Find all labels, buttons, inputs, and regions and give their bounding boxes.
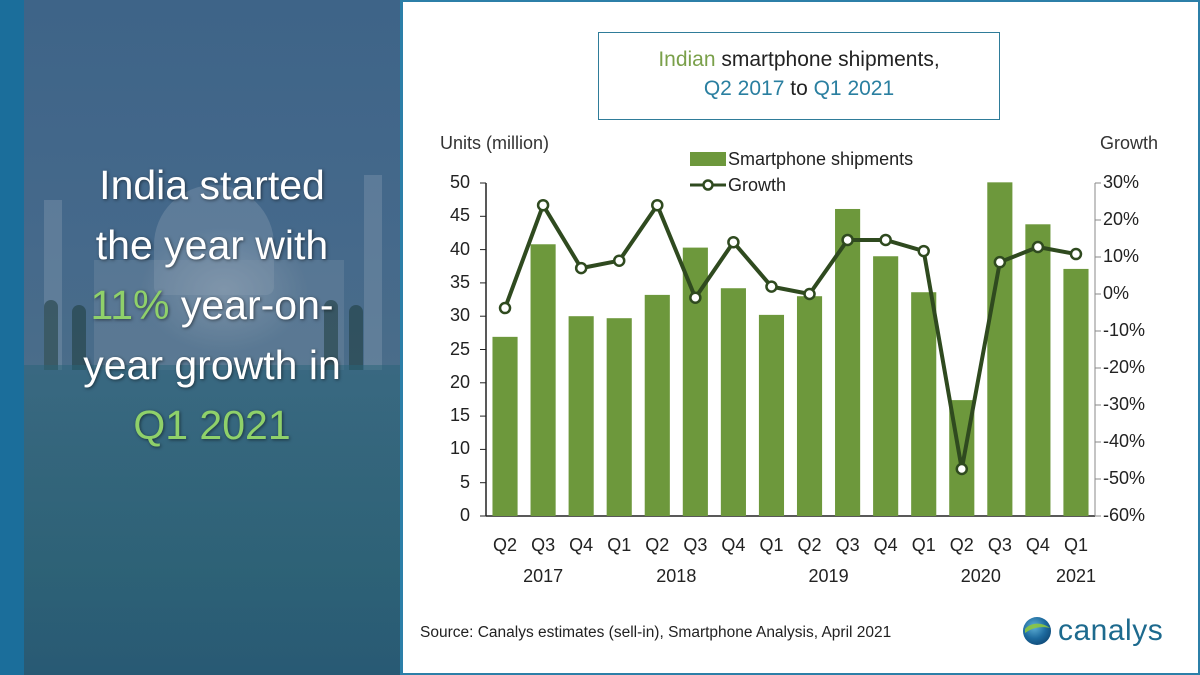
x-tick-label: Q1 [911, 535, 936, 555]
x-tick-label: Q3 [531, 535, 556, 555]
y-tick-label: 25 [449, 338, 470, 359]
headline-line: India started [99, 162, 325, 208]
y-tick-label: 20 [449, 371, 470, 392]
source-note: Source: Canalys estimates (sell-in), Sma… [420, 624, 892, 641]
y-tick-label: 30 [449, 305, 470, 326]
x-year-label: 2017 [523, 566, 564, 586]
y-tick-label: 0 [459, 505, 470, 525]
bar-swatch-icon [690, 152, 726, 166]
legend-item-growth: Growth [690, 172, 913, 198]
y2-tick-label: 20% [1103, 209, 1140, 229]
left-accent-strip [0, 0, 24, 675]
building-shape [94, 260, 344, 370]
x-year-label: 2019 [808, 566, 849, 586]
x-tick-label: Q4 [569, 535, 594, 555]
y2-tick-label: -40% [1103, 431, 1146, 451]
y-axis-title: Units (million) [440, 133, 550, 153]
x-year-label: 2021 [1055, 566, 1096, 586]
y-tick-label: 35 [449, 271, 470, 292]
y2-tick-label: -10% [1103, 320, 1146, 340]
tree-shape [324, 300, 338, 370]
y2-tick-label: 10% [1103, 246, 1140, 266]
legend-item-shipments: Smartphone shipments [690, 146, 913, 172]
period-highlight: Q1 2021 [133, 402, 291, 448]
legend: Smartphone shipments Growth [690, 146, 913, 198]
y-tick-label: 50 [449, 172, 470, 192]
x-tick-label: Q4 [1025, 535, 1050, 555]
y2-tick-label: -50% [1103, 468, 1146, 488]
y2-tick-label: 0% [1103, 283, 1130, 303]
x-tick-label: Q3 [987, 535, 1012, 555]
x-year-label: 2020 [960, 566, 1001, 586]
headline: India started the year with 11% year-on-… [24, 155, 400, 455]
y-tick-label: 10 [449, 438, 470, 459]
tree-shape [44, 300, 58, 370]
globe-logo-icon [1023, 617, 1051, 645]
y-tick-label: 5 [459, 471, 470, 492]
taj-mahal-background-image [24, 0, 400, 675]
headline-line: 11% year-on- [90, 282, 334, 328]
y-tick-label: 40 [449, 238, 470, 259]
x-tick-label: Q1 [1063, 535, 1088, 555]
x-year-label: 2018 [656, 566, 697, 586]
x-tick-label: Q1 [759, 535, 784, 555]
headline-line: year growth in [83, 342, 341, 388]
y2-tick-label: -60% [1103, 505, 1146, 525]
x-tick-label: Q2 [797, 535, 822, 555]
x-tick-label: Q2 [645, 535, 670, 555]
chart-title: Indian smartphone shipments, Q2 2017 to … [598, 32, 1000, 120]
x-tick-label: Q2 [949, 535, 974, 555]
dome-shape [154, 185, 274, 295]
tree-shape [349, 305, 363, 370]
x-tick-label: Q4 [721, 535, 746, 555]
minaret-shape [364, 175, 382, 370]
y2-tick-label: -30% [1103, 394, 1146, 414]
x-tick-label: Q3 [835, 535, 860, 555]
y2-tick-label: -20% [1103, 357, 1146, 377]
headline-line: the year with [95, 222, 329, 268]
x-tick-label: Q2 [493, 535, 518, 555]
x-tick-label: Q1 [607, 535, 632, 555]
growth-highlight: 11% [90, 282, 170, 328]
y2-axis-title: Growth [1100, 133, 1159, 153]
y-tick-label: 15 [449, 405, 470, 426]
tree-shape [72, 305, 86, 370]
line-marker-swatch-icon [690, 179, 726, 191]
y-tick-label: 45 [449, 205, 470, 226]
x-tick-label: Q4 [873, 535, 898, 555]
y2-tick-label: 30% [1103, 172, 1140, 192]
x-tick-label: Q3 [683, 535, 708, 555]
reflecting-pool [24, 365, 400, 675]
canalys-logo: canalys [1022, 614, 1163, 648]
